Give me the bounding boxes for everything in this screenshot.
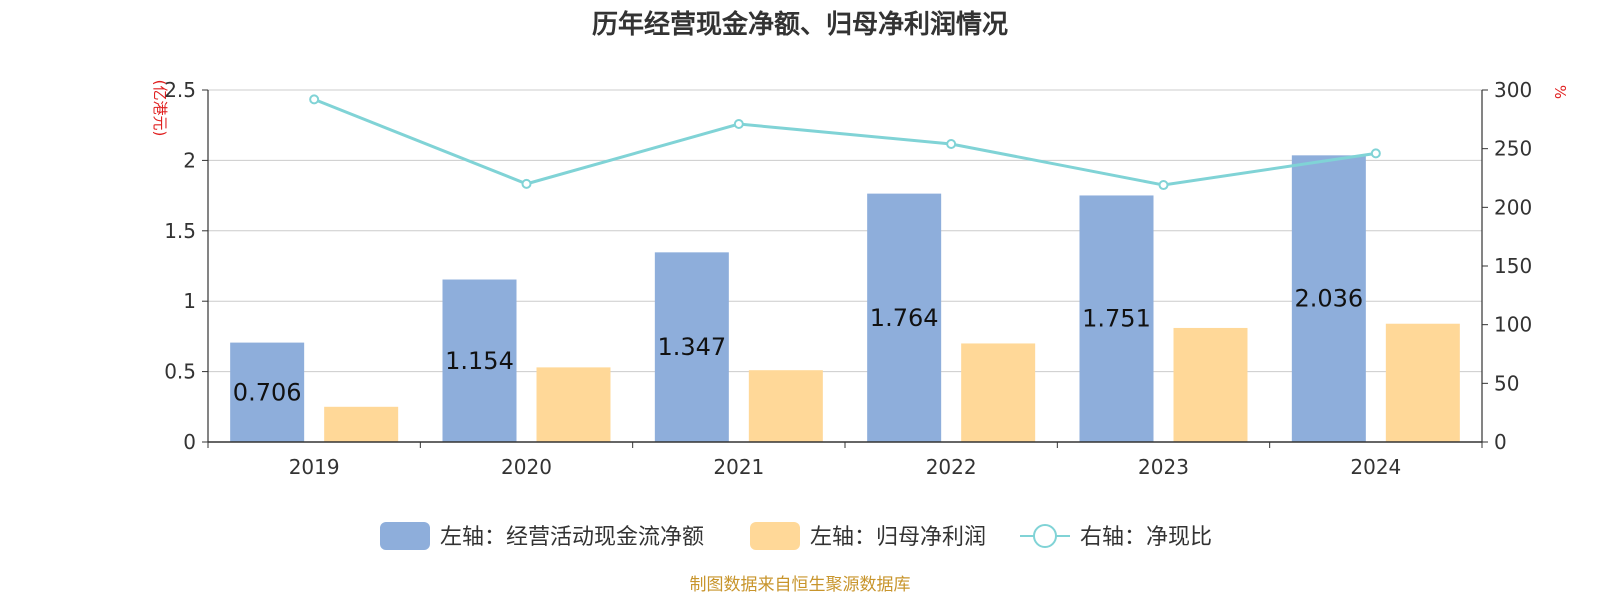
ratio-point	[1158, 180, 1169, 191]
x-tick-label: 2021	[713, 455, 764, 479]
right-tick-label: 200	[1494, 195, 1532, 219]
x-tick-label: 2019	[289, 455, 340, 479]
left-tick-label: 2	[183, 148, 196, 172]
legend-label: 左轴：归母净利润	[810, 525, 986, 550]
right-axis-unit: %	[1551, 85, 1569, 99]
bar-data-label: 2.036	[1294, 285, 1363, 313]
bar-data-label: 1.751	[1082, 305, 1151, 333]
ratio-line	[309, 94, 1381, 191]
bar-net-profit-2021	[748, 370, 823, 442]
bar-net-profit-2024	[1385, 323, 1460, 442]
ratio-line-path	[313, 97, 1377, 187]
legend-swatch-operating-cash-flow	[380, 522, 430, 550]
left-tick-label: 0.5	[164, 360, 196, 384]
legend-label: 左轴：经营活动现金流净额	[440, 525, 704, 550]
left-tick-label: 1	[183, 289, 196, 313]
bar-operating-cash-flow-2021	[654, 252, 729, 442]
left-axis-ticks: 0 0.5 1 1.5 2 2.5	[164, 78, 209, 454]
right-tick-label: 0	[1494, 430, 1507, 454]
ratio-point	[733, 119, 744, 130]
ratio-point	[309, 94, 320, 105]
bar-net-profit-2020	[536, 367, 611, 442]
ratio-point	[521, 178, 532, 189]
bar-net-profit-2023	[1173, 327, 1248, 442]
legend-swatch-ratio-marker	[1033, 524, 1057, 548]
x-tick-label: 2024	[1350, 455, 1401, 479]
bar-operating-cash-flow-2020	[442, 279, 517, 442]
x-tick-label: 2022	[926, 455, 977, 479]
x-tick-label: 2020	[501, 455, 552, 479]
left-axis-unit: (亿港元)	[151, 80, 169, 137]
bar-data-label: 1.764	[870, 304, 939, 332]
gridlines	[208, 89, 1482, 373]
left-tick-label: 1.5	[164, 219, 196, 243]
right-tick-label: 150	[1494, 254, 1532, 278]
legend-label: 右轴：净现比	[1080, 525, 1212, 550]
bar-net-profit-2022	[961, 343, 1036, 442]
left-tick-label: 0	[183, 430, 196, 454]
right-axis-ticks: 0 50 100 150 200 250 300	[1481, 78, 1532, 454]
ratio-point	[1370, 148, 1381, 159]
legend: 左轴：经营活动现金流净额 左轴：归母净利润 右轴：净现比	[380, 522, 1212, 550]
right-tick-label: 100	[1494, 313, 1532, 337]
bar-operating-cash-flow-2023	[1079, 195, 1154, 442]
ratio-point	[946, 138, 957, 149]
bar-operating-cash-flow-2019	[230, 342, 305, 442]
left-tick-label: 2.5	[164, 78, 196, 102]
bar-net-profit-2019	[324, 406, 399, 442]
bar-data-label: 0.706	[233, 378, 302, 406]
x-axis: 2019 2020 2021 2022 2023 2024	[207, 441, 1483, 479]
data-source-note: 制图数据来自恒生聚源数据库	[690, 575, 911, 595]
bars: 0.706 1.154 1.347 1.764 1.751 2.036	[230, 155, 1460, 442]
bar-data-label: 1.154	[445, 347, 514, 375]
legend-swatch-net-profit	[750, 522, 800, 550]
x-tick-label: 2023	[1138, 455, 1189, 479]
right-tick-label: 250	[1494, 137, 1532, 161]
right-tick-label: 300	[1494, 78, 1532, 102]
right-tick-label: 50	[1494, 371, 1519, 395]
bar-data-label: 1.347	[657, 333, 726, 361]
chart-title: 历年经营现金净额、归母净利润情况	[592, 9, 1008, 40]
bar-operating-cash-flow-2022	[867, 193, 942, 442]
bar-operating-cash-flow-2024	[1291, 155, 1366, 442]
